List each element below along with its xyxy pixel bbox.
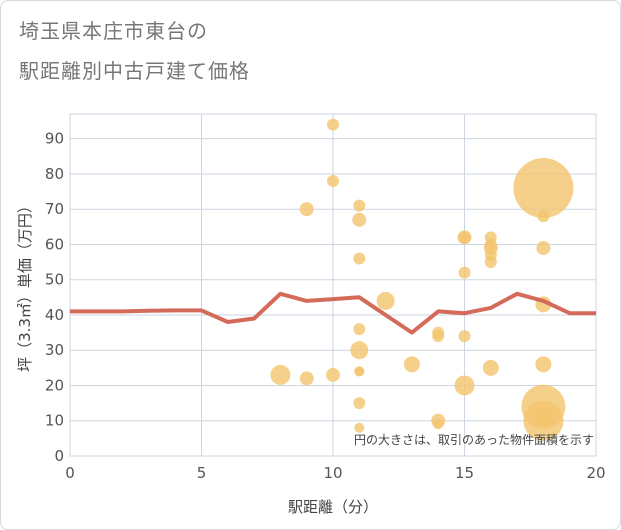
bubble: [535, 409, 552, 426]
x-tick-label: 15: [455, 464, 474, 482]
bubble: [482, 359, 499, 376]
bubble: [537, 210, 550, 223]
bubble: [299, 371, 314, 386]
chart-title-line2: 駅距離別中古戸建て価格: [19, 59, 250, 83]
average-price-line: [70, 291, 596, 335]
y-tick-label: 70: [45, 200, 64, 218]
grid: [69, 113, 597, 457]
y-tick-label: 90: [45, 130, 64, 148]
bubble: [432, 330, 445, 343]
bubble: [458, 330, 471, 343]
bubble: [376, 291, 395, 310]
bubble: [513, 158, 574, 219]
bubble: [353, 199, 366, 212]
bubble: [353, 252, 366, 265]
y-tick-label: 30: [45, 341, 64, 359]
x-tick-label: 10: [323, 464, 342, 482]
bubble: [403, 356, 420, 373]
bubble: [299, 202, 314, 217]
bubble: [536, 240, 551, 255]
bubble: [350, 341, 369, 360]
bubble: [270, 364, 291, 385]
bubble: [454, 375, 475, 396]
y-tick-label: 10: [45, 412, 64, 430]
y-tick-label: 40: [45, 306, 64, 324]
bubble: [327, 118, 339, 131]
x-tick-label: 0: [65, 464, 75, 482]
x-axis-label: 駅距離（分）: [288, 498, 378, 516]
y-axis-label: 坪（3.3㎡）単価（万円）: [16, 198, 34, 372]
bubble: [433, 419, 444, 430]
bubble: [484, 256, 497, 269]
bubble: [352, 212, 367, 227]
bubble: [353, 323, 366, 336]
trend-line-group: [70, 291, 596, 335]
y-tick-label: 80: [45, 165, 64, 183]
bubble: [458, 231, 471, 244]
ticks: 0 10 20 30 40 50 60 70 80 90 0 5 10 15 20: [45, 130, 606, 482]
x-tick-label: 20: [586, 464, 605, 482]
y-tick-label: 0: [54, 447, 64, 465]
y-tick-label: 20: [45, 376, 64, 394]
bubble: [458, 266, 471, 279]
bubble: [354, 422, 365, 433]
bubble: [535, 356, 552, 373]
chart-title-line1: 埼玉県本庄市東台の: [19, 19, 208, 43]
bubble: [354, 366, 365, 377]
bubble: [327, 174, 339, 187]
y-tick-label: 50: [45, 271, 64, 289]
y-tick-label: 60: [45, 235, 64, 253]
bubbles: [270, 118, 574, 441]
bubble: [353, 397, 366, 410]
size-note: 円の大きさは、取引のあった物件面積を示す: [354, 432, 594, 447]
x-tick-label: 5: [197, 464, 207, 482]
bubble: [326, 367, 340, 382]
